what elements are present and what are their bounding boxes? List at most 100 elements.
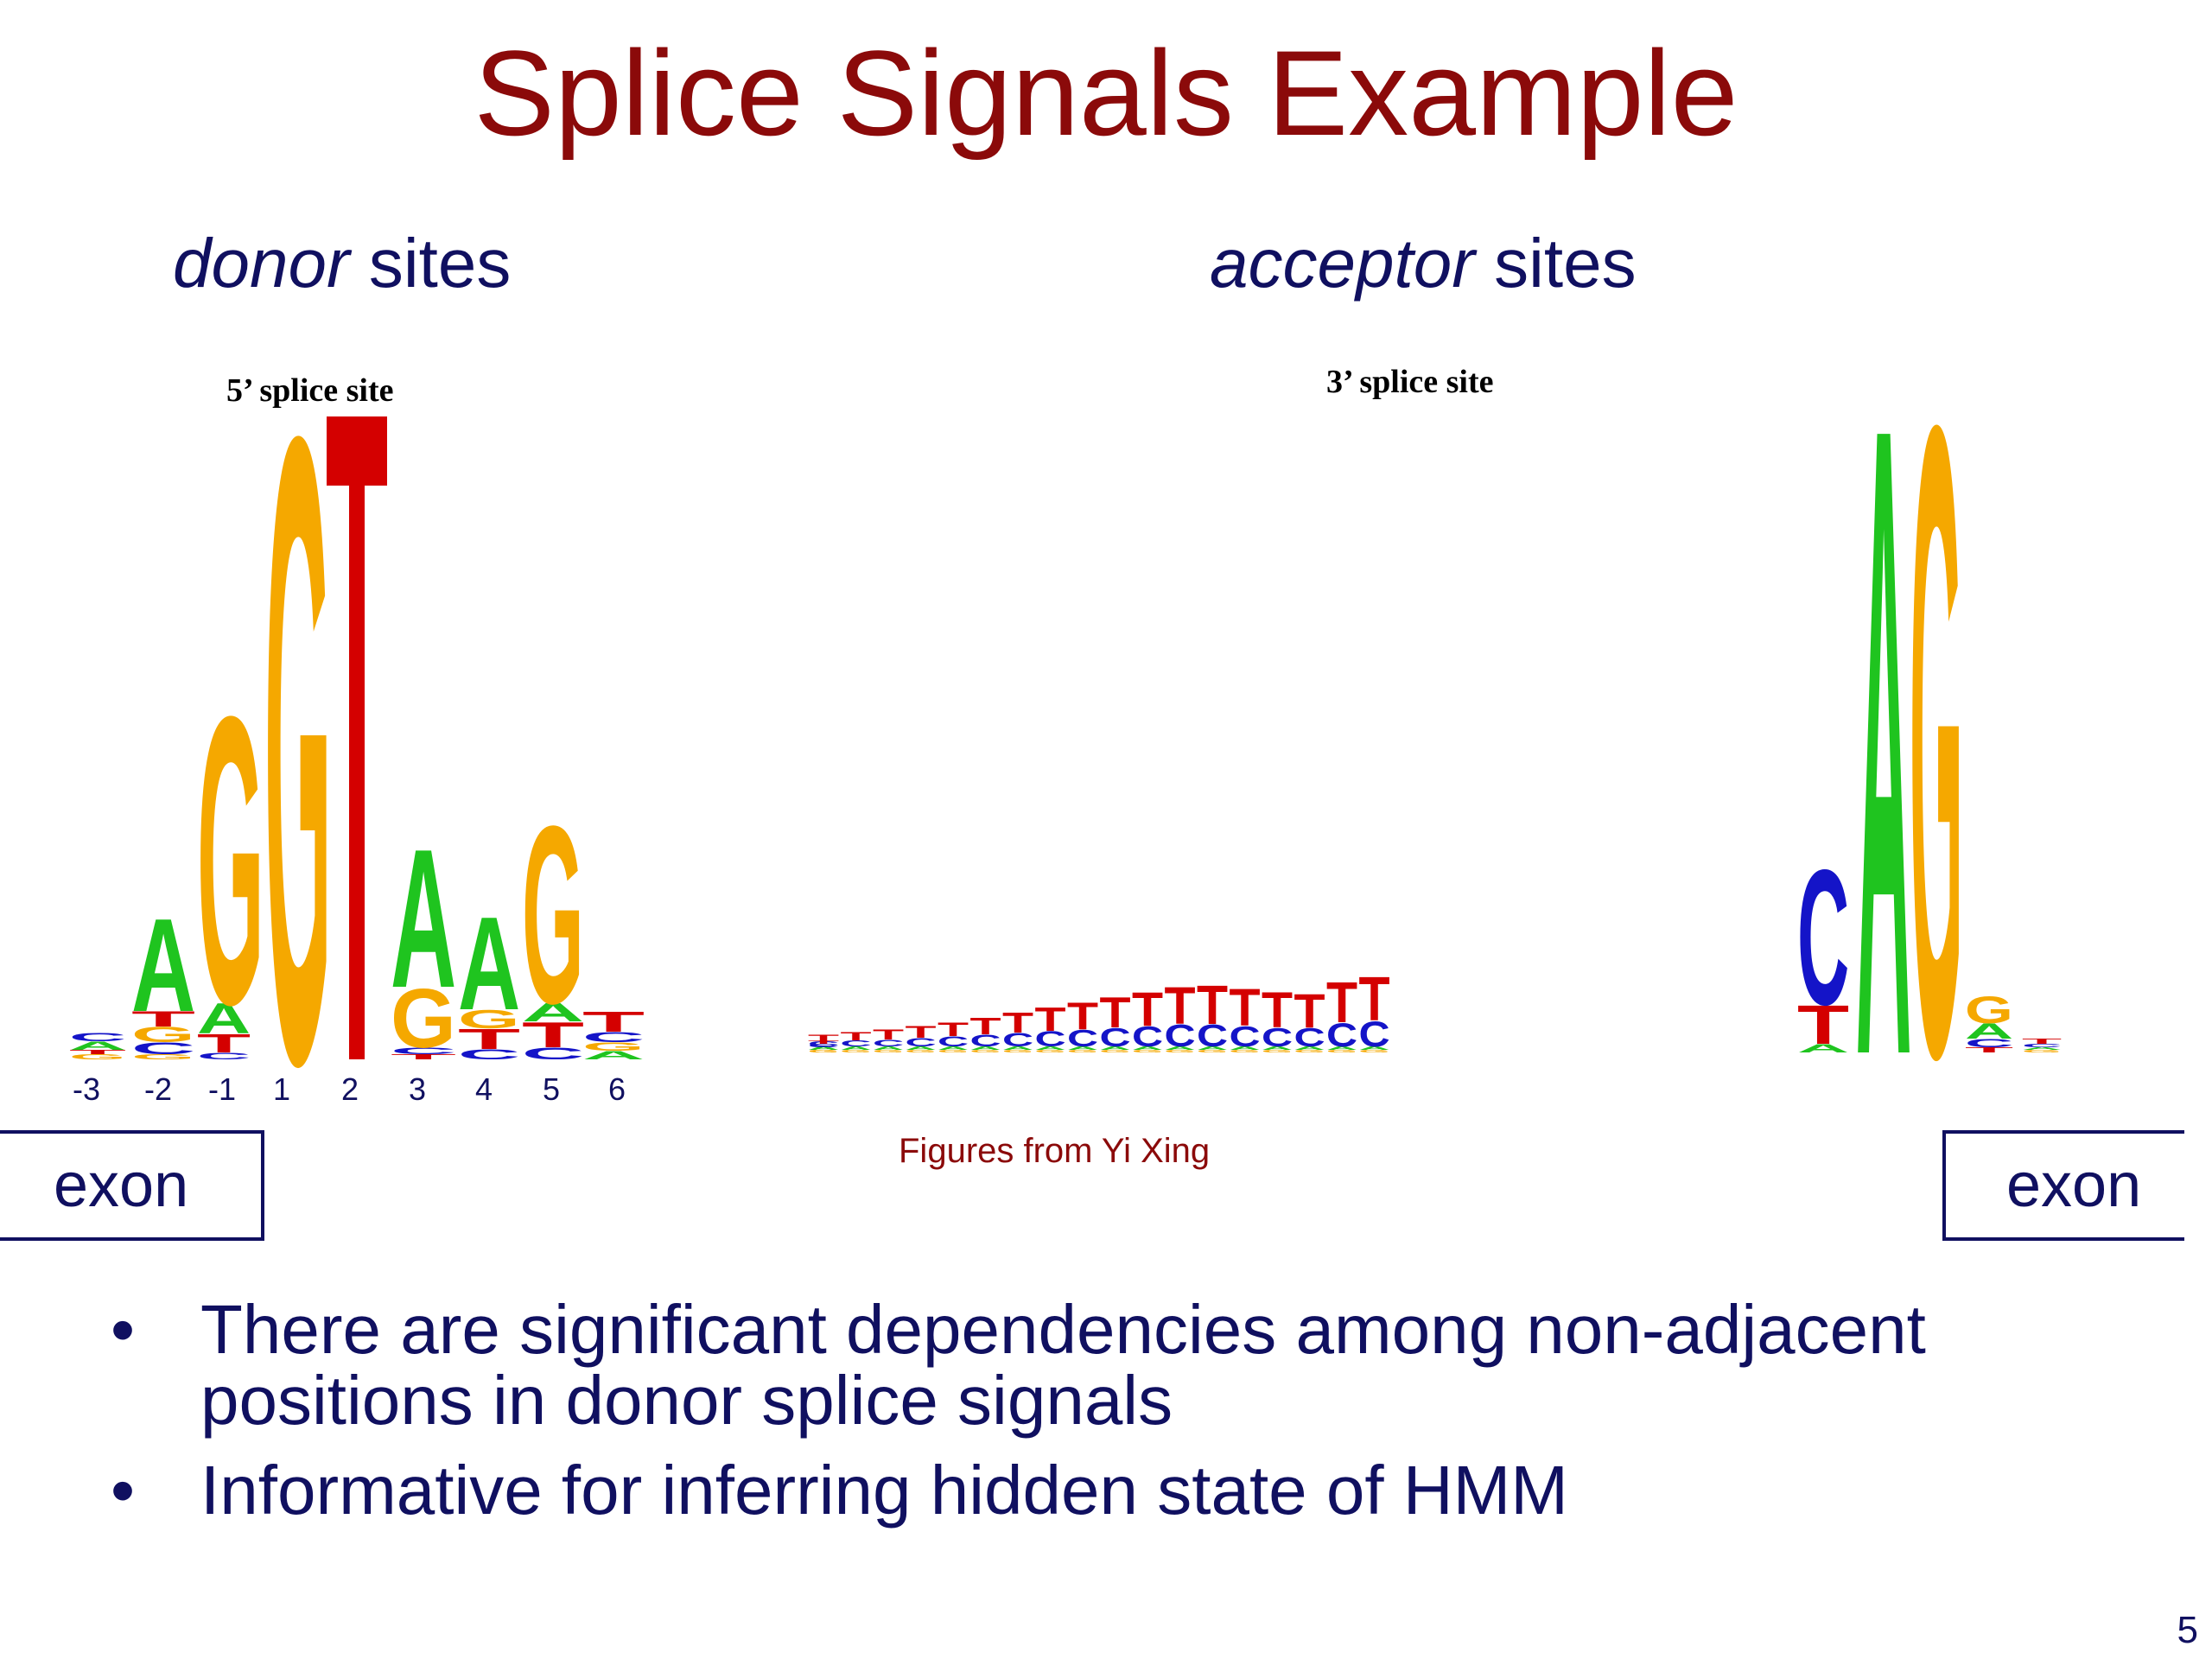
exon-label-right: exon	[2006, 1151, 2142, 1220]
logo-letter-C: C	[1002, 1029, 1033, 1051]
logo-letter-C: C	[841, 1039, 872, 1048]
bullet-text: There are significant dependencies among…	[200, 1291, 1926, 1439]
logo-letter-A: A	[522, 997, 584, 1027]
logo-letter-T: T	[2022, 1038, 2062, 1046]
logo-letter-C: C	[69, 1030, 126, 1044]
logo-letter-A: A	[2022, 1046, 2062, 1051]
logo-letter-A: A	[1359, 1046, 1390, 1051]
logo-letter-T: T	[1197, 975, 1228, 1037]
logo-letter-C: C	[1197, 1019, 1228, 1054]
logo-letter-C: C	[1067, 1024, 1098, 1052]
logo-letter-A: A	[1856, 240, 1911, 1243]
logo-letter-G: G	[1100, 1049, 1131, 1053]
acceptor-heading: acceptor sites	[1210, 220, 1637, 307]
acceptor-heading-rest: sites	[1474, 225, 1637, 302]
logo-letter-G: G	[841, 1049, 872, 1053]
logo-letter-C: C	[1326, 1015, 1357, 1053]
logo-letter-A: A	[1230, 1046, 1261, 1051]
logo-letter-A: A	[391, 808, 456, 1029]
logo-letter-C: C	[906, 1035, 937, 1049]
logo-letter-T: T	[522, 1014, 584, 1055]
logo-letter-G: G	[808, 1049, 839, 1053]
slide-title: Splice Signals Example	[474, 25, 1738, 161]
logo-letter-G: G	[1359, 1049, 1390, 1053]
logo-letter-C: C	[1230, 1020, 1261, 1053]
logo-letter-T: T	[391, 1052, 456, 1060]
logo-letter-A: A	[1294, 1046, 1325, 1051]
logo-letter-A: A	[1002, 1046, 1033, 1051]
logo-letter-T: T	[582, 1006, 645, 1038]
donor-heading-em: donor	[173, 225, 350, 302]
logo-letter-G: G	[1132, 1049, 1163, 1053]
logo-letter-T: T	[970, 1013, 1001, 1039]
logo-letter-G: G	[1035, 1049, 1066, 1053]
logo-letter-A: A	[808, 1046, 839, 1051]
logo-letter-A: A	[1797, 1041, 1849, 1055]
logo-letter-T: T	[1797, 994, 1849, 1056]
logo-letter-C: C	[197, 1051, 251, 1062]
logo-letter-C: C	[970, 1032, 1001, 1051]
page-number: 5	[2177, 1609, 2198, 1651]
logo-letter-C: C	[582, 1029, 645, 1046]
position-label: -2	[143, 1071, 172, 1107]
logo-letter-G: G	[2022, 1049, 2062, 1053]
logo-letter-T: T	[1165, 976, 1196, 1035]
logo-letter-G: G	[938, 1049, 969, 1053]
acceptor-heading-em: acceptor	[1210, 225, 1475, 302]
logo-letter-C: C	[938, 1033, 969, 1050]
exon-label-left: exon	[54, 1151, 189, 1220]
logo-letter-T: T	[1002, 1007, 1033, 1039]
logo-letter-A: A	[131, 891, 195, 1039]
bullet-dot: •	[111, 1452, 136, 1529]
bullet-item: • Informative for inferring hidden state…	[104, 1455, 2091, 1526]
logo-letter-G: G	[69, 1052, 126, 1060]
figure-credit: Figures from Yi Xing	[899, 1132, 1211, 1170]
logo-letter-A: A	[197, 994, 251, 1042]
logo-letter-C: C	[808, 1040, 839, 1048]
position-label: 2	[340, 1071, 359, 1107]
logo-letter-C: C	[873, 1038, 904, 1049]
logo-letter-T	[327, 416, 387, 486]
exon-box-left: exon	[0, 1130, 264, 1241]
logo-letter-A: A	[1326, 1046, 1357, 1051]
logo-letter-G: G	[522, 774, 584, 1058]
logo-letter-A: A	[1965, 1020, 2013, 1044]
logo-letter-G: G	[906, 1049, 937, 1053]
logo-letter-C: C	[1965, 1036, 2013, 1050]
position-label: -1	[207, 1071, 236, 1107]
logo-letter-C: C	[131, 1039, 195, 1058]
logo-letter-G: G	[1230, 1049, 1261, 1053]
bullet-list: • There are significant dependencies amo…	[104, 1294, 2091, 1545]
logo-letter-T: T	[1326, 971, 1357, 1035]
logo-letter-T: T	[1965, 1046, 2013, 1053]
position-label: 1	[272, 1071, 291, 1107]
logo-letter-G: G	[808, 1049, 839, 1053]
logo-letter-T: T	[841, 1030, 872, 1044]
logo-letter-A: A	[1165, 1046, 1196, 1051]
logo-letter-A: A	[1100, 1046, 1131, 1051]
logo-letter-A: A	[1132, 1046, 1163, 1051]
logo-letter-G: G	[1197, 1049, 1228, 1053]
logo-letter-T: T	[1100, 988, 1131, 1037]
logo-letter-T	[349, 484, 365, 1059]
logo-letter-G: G	[582, 1039, 645, 1053]
logo-letter-C: C	[2022, 1043, 2062, 1048]
logo-letter-C: C	[1100, 1022, 1131, 1052]
logo-letter-A: A	[808, 1046, 839, 1051]
position-label: 5	[542, 1071, 561, 1107]
logo-letter-A: A	[938, 1046, 969, 1051]
logo-letter-C: C	[391, 1046, 456, 1057]
logo-letter-C: C	[1035, 1027, 1066, 1052]
logo-letter-T: T	[808, 1033, 839, 1043]
logo-letter-C: C	[1165, 1019, 1196, 1054]
acceptor-site-label: 3’ splice site	[1326, 364, 1494, 400]
logo-letter-G: G	[873, 1049, 904, 1053]
logo-letter-T: T	[1132, 982, 1163, 1036]
bullet-text: Informative for inferring hidden state o…	[200, 1452, 1568, 1529]
logo-letter-G: G	[1965, 988, 2013, 1032]
logo-letter-G: G	[1294, 1049, 1325, 1053]
logo-letter-A: A	[1197, 1046, 1228, 1051]
logo-letter-T: T	[131, 1007, 195, 1031]
logo-letter-T: T	[458, 1023, 520, 1055]
